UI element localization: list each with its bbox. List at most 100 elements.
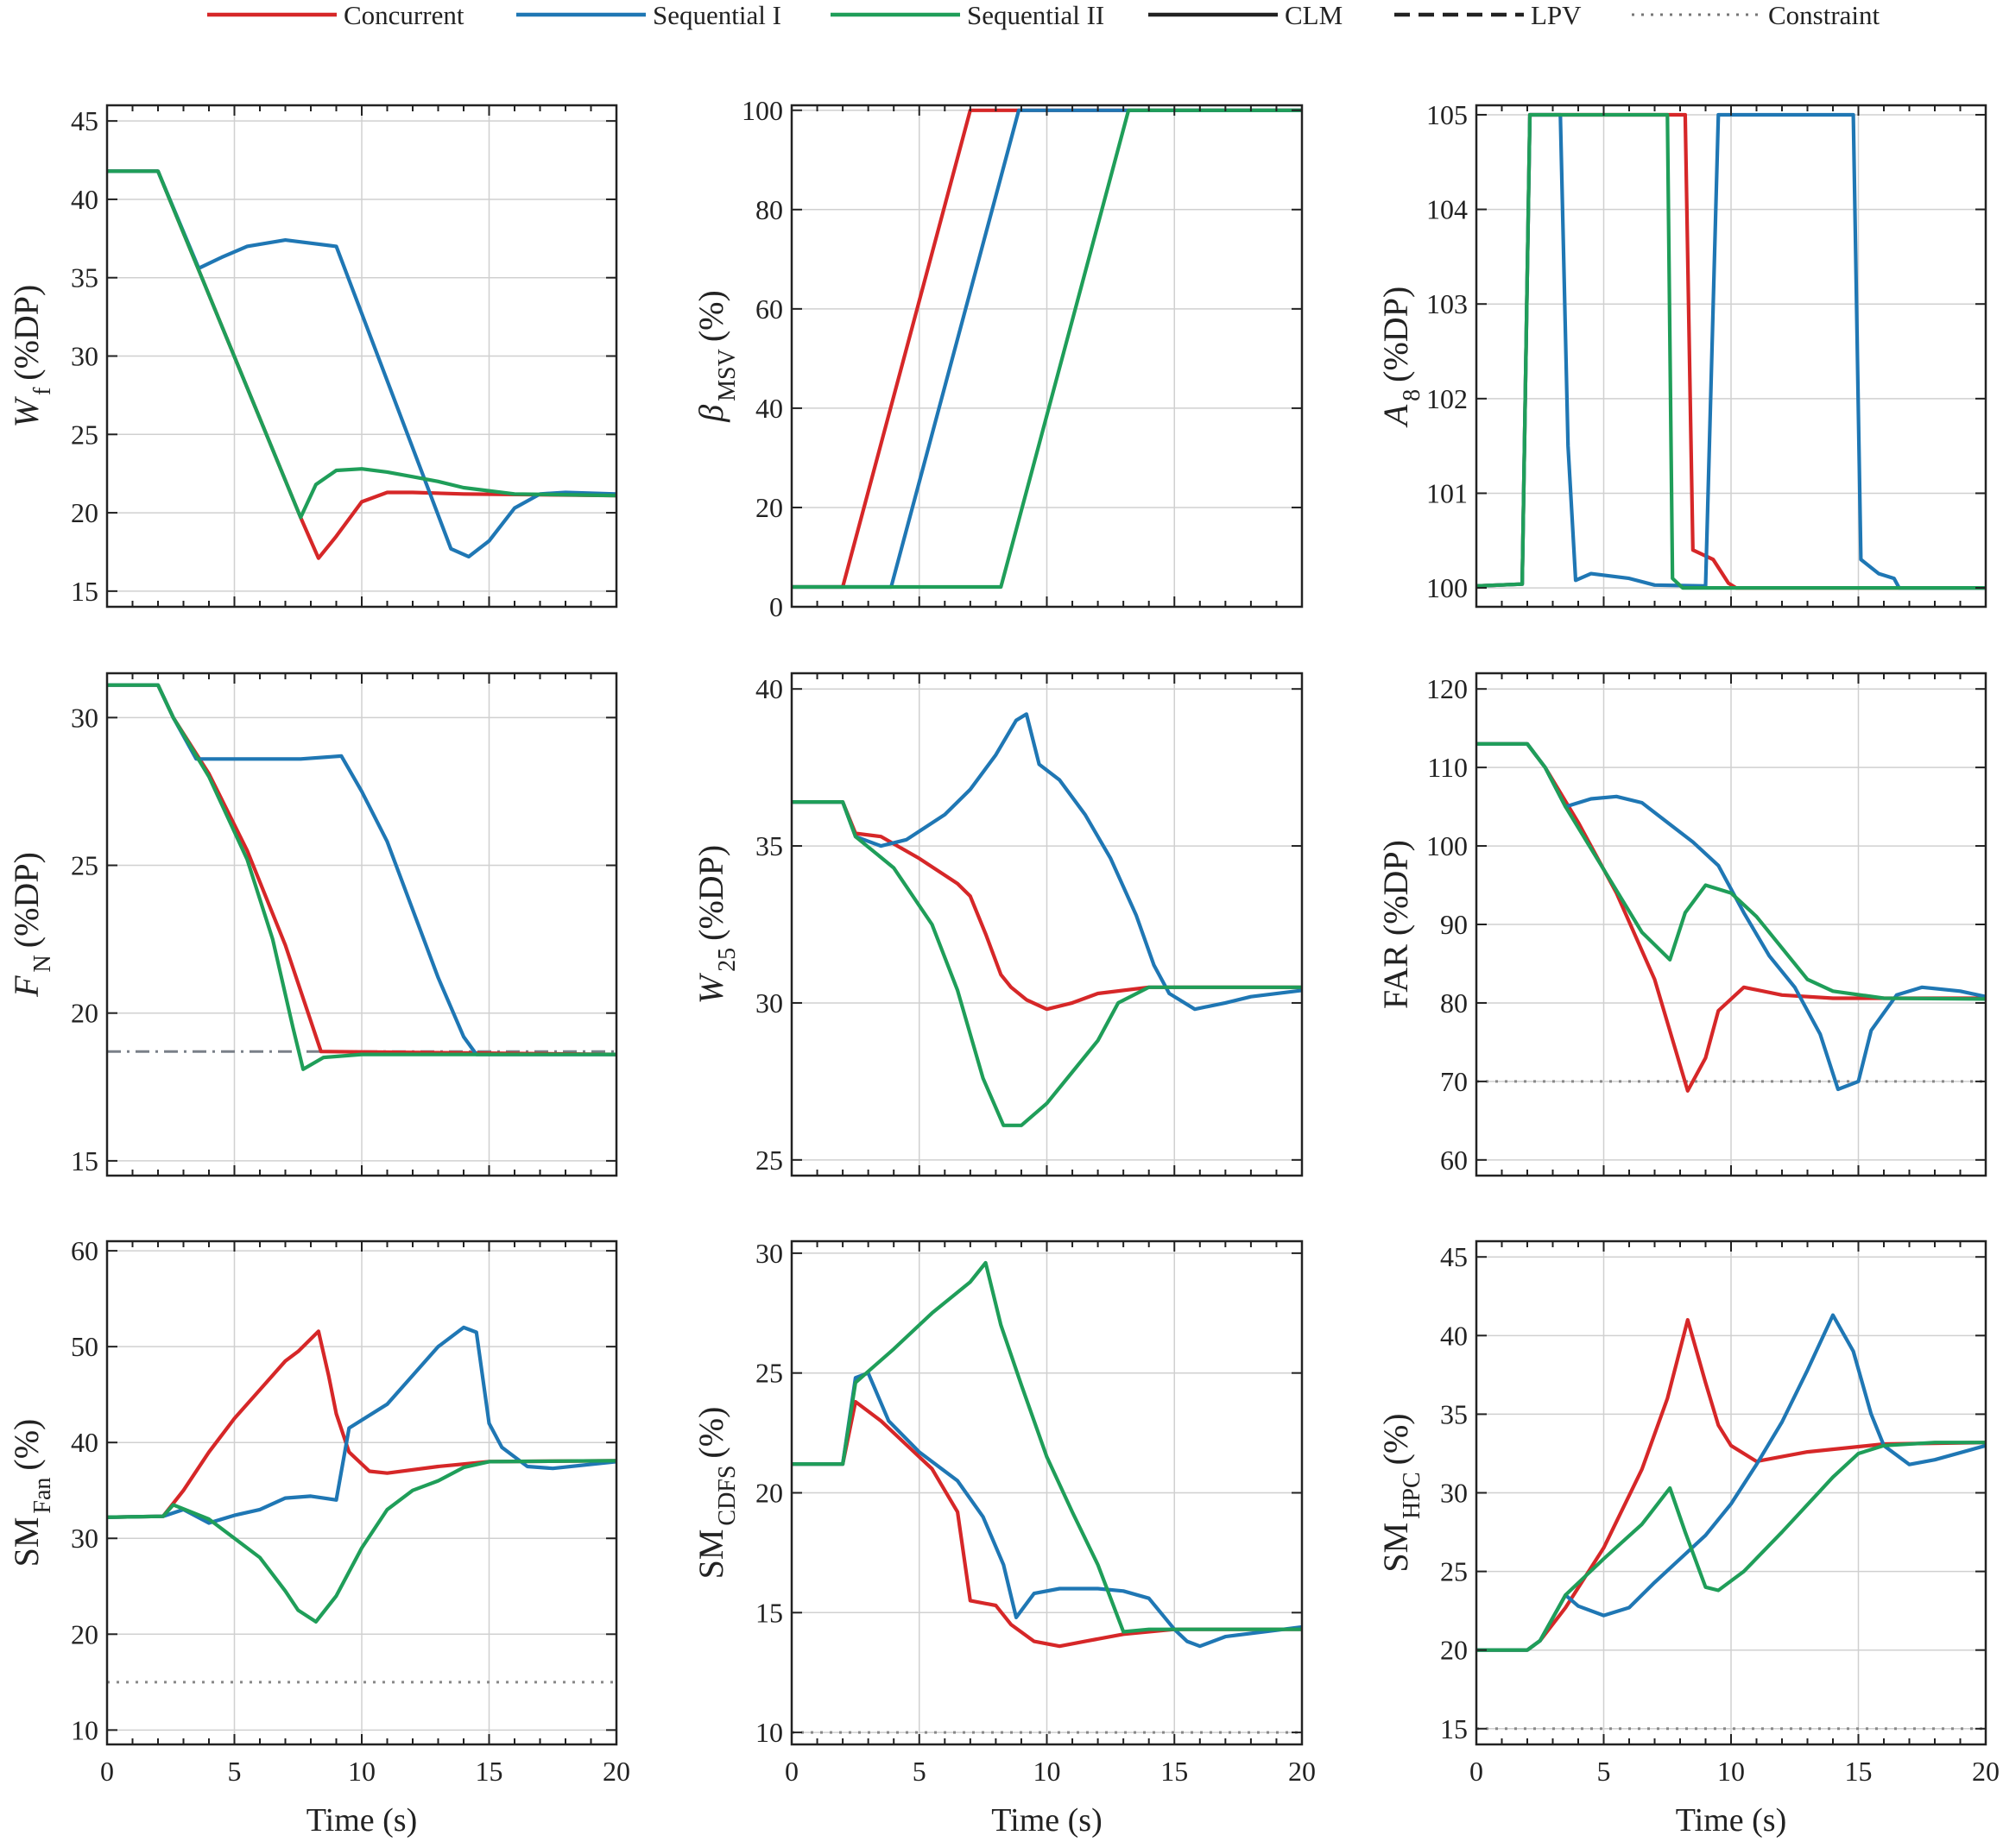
series-line-sequential-ii <box>107 1459 616 1624</box>
series-group <box>1476 741 1986 1093</box>
series-group <box>792 1260 1302 1649</box>
y-tick-label: 20 <box>71 998 98 1029</box>
chart-panel: 10 20 30 40 50 60 0 5 10 15 20 Time (s) SM Fan (%) <box>7 1235 630 1839</box>
series-line-concurrent <box>107 1329 616 1519</box>
y-tick-label: 25 <box>755 1145 783 1176</box>
y-axis-label: SM HPC (%) <box>1376 1413 1425 1572</box>
x-tick-label: 15 <box>1845 1756 1873 1787</box>
y-tick-label: 20 <box>1440 1635 1468 1666</box>
chart-grid: 15202530354045Wf(%DP)020406080100βMSV(%)… <box>7 95 2000 1839</box>
y-tick-label: 60 <box>755 293 783 325</box>
grid <box>107 105 616 607</box>
y-tick-label: 25 <box>1440 1556 1468 1587</box>
legend-label: CLM <box>1285 0 1343 30</box>
y-tick-label: 80 <box>1440 987 1468 1019</box>
y-tick-label: 15 <box>71 1145 98 1176</box>
y-tick-label: 104 <box>1426 194 1468 225</box>
y-axis-label: FAR (%DP) <box>1376 840 1415 1009</box>
y-label-unit: (%DP) <box>7 852 46 948</box>
y-tick-label: 70 <box>1440 1066 1468 1097</box>
legend-label: Sequential I <box>653 0 781 30</box>
grid <box>792 1241 1302 1744</box>
y-tick-label: 105 <box>1426 99 1468 130</box>
chart-panel: 15 20 25 30 35 40 45 Wf (%DP) <box>7 104 618 609</box>
y-label-sub: 8 <box>1399 389 1425 401</box>
series-group <box>792 712 1302 1127</box>
chart-panel: 100 101 102 103 104 105 A 8 (%DP) <box>1376 99 1987 609</box>
legend-label: Sequential II <box>967 0 1104 30</box>
y-label-main: W <box>692 972 730 1004</box>
y-label-main: FAR <box>1376 944 1415 1009</box>
series-line-sequential-i <box>1476 1313 1986 1652</box>
y-tick-label: 40 <box>755 393 783 424</box>
series-group <box>1476 1313 1986 1652</box>
x-tick-label: 15 <box>476 1756 503 1787</box>
x-tick-label: 20 <box>603 1756 630 1787</box>
y-tick-label: 0 <box>769 591 783 622</box>
grid <box>107 673 616 1176</box>
legend-label: LPV <box>1531 0 1582 30</box>
y-label-unit: (%DP) <box>692 845 730 941</box>
series-line-sequential-ii <box>107 169 616 520</box>
y-tick-label: 20 <box>71 1618 98 1649</box>
series-line-concurrent <box>792 1399 1302 1649</box>
y-tick-label: 30 <box>755 1238 783 1269</box>
series-line-sequential-i <box>107 169 616 558</box>
x-tick-label: 10 <box>1033 1756 1061 1787</box>
series-line-concurrent <box>792 800 1302 1012</box>
x-tick-label: 5 <box>1597 1756 1611 1787</box>
y-tick-label: 45 <box>1440 1241 1468 1272</box>
y-tick-label: 30 <box>71 341 98 372</box>
y-tick-label: 25 <box>71 850 98 881</box>
x-tick-label: 0 <box>100 1756 114 1787</box>
series-line-sequential-ii <box>792 108 1302 590</box>
legend-label: Constraint <box>1768 0 1880 30</box>
y-tick-label: 101 <box>1426 477 1468 508</box>
legend-label: Concurrent <box>344 0 464 30</box>
series-group <box>107 169 616 560</box>
y-tick-label: 15 <box>755 1597 783 1628</box>
y-tick-label: 40 <box>755 673 783 704</box>
y-axis-label: SM Fan (%) <box>7 1419 56 1567</box>
legend-item: LPV <box>1394 0 1582 30</box>
x-tick-label: 0 <box>1469 1756 1483 1787</box>
y-label-unit: (%) <box>7 1419 46 1471</box>
y-tick-label: 110 <box>1427 752 1468 783</box>
y-axis-label: A 8 (%DP) <box>1376 287 1425 429</box>
y-label-unit: (%DP) <box>1376 840 1415 936</box>
grid <box>792 673 1302 1176</box>
y-label-sub: f <box>29 387 56 395</box>
series-group <box>107 1325 616 1624</box>
y-axis-label: Wf (%DP) <box>7 285 56 428</box>
x-tick-label: 20 <box>1288 1756 1316 1787</box>
y-tick-label: 100 <box>1426 572 1468 603</box>
series-line-sequential-ii <box>792 1260 1302 1634</box>
y-label-unit: (%) <box>1376 1413 1415 1465</box>
legend-item: Sequential I <box>516 0 781 30</box>
series-line-sequential-ii <box>1476 741 1986 1001</box>
y-axis-label: SM CDFS (%) <box>692 1407 741 1580</box>
series-line-concurrent <box>1476 1318 1986 1652</box>
y-label-main: SM <box>1376 1523 1415 1573</box>
series-line-sequential-ii <box>1476 112 1986 590</box>
y-tick-label: 40 <box>1440 1320 1468 1351</box>
y-tick-label: 50 <box>71 1331 98 1362</box>
chart-panel: 60 70 80 90 100 110 120 FAR (%DP) <box>1376 672 1987 1177</box>
y-label-sub: CDFS <box>714 1466 741 1526</box>
series-line-sequential-ii <box>1476 1441 1986 1652</box>
y-label-unit: (%) <box>692 1407 730 1459</box>
y-tick-label: 20 <box>755 1478 783 1509</box>
y-label-main: A <box>1376 404 1415 428</box>
chart-panel: 10 15 20 25 30 0 5 10 15 20 Time (s) SM CDFS (%) <box>692 1238 1316 1839</box>
y-label-main: SM <box>7 1517 46 1567</box>
series-line-sequential-ii <box>792 800 1302 1127</box>
y-tick-label: 100 <box>742 95 783 126</box>
y-label-main: β <box>692 405 730 423</box>
y-axis-label: W25 (%DP) <box>692 845 741 1004</box>
y-tick-label: 120 <box>1426 673 1468 704</box>
x-tick-label: 0 <box>785 1756 799 1787</box>
y-label-sub: HPC <box>1399 1472 1425 1518</box>
y-tick-label: 100 <box>1426 830 1468 861</box>
x-axis-label: Time (s) <box>1676 1802 1786 1839</box>
